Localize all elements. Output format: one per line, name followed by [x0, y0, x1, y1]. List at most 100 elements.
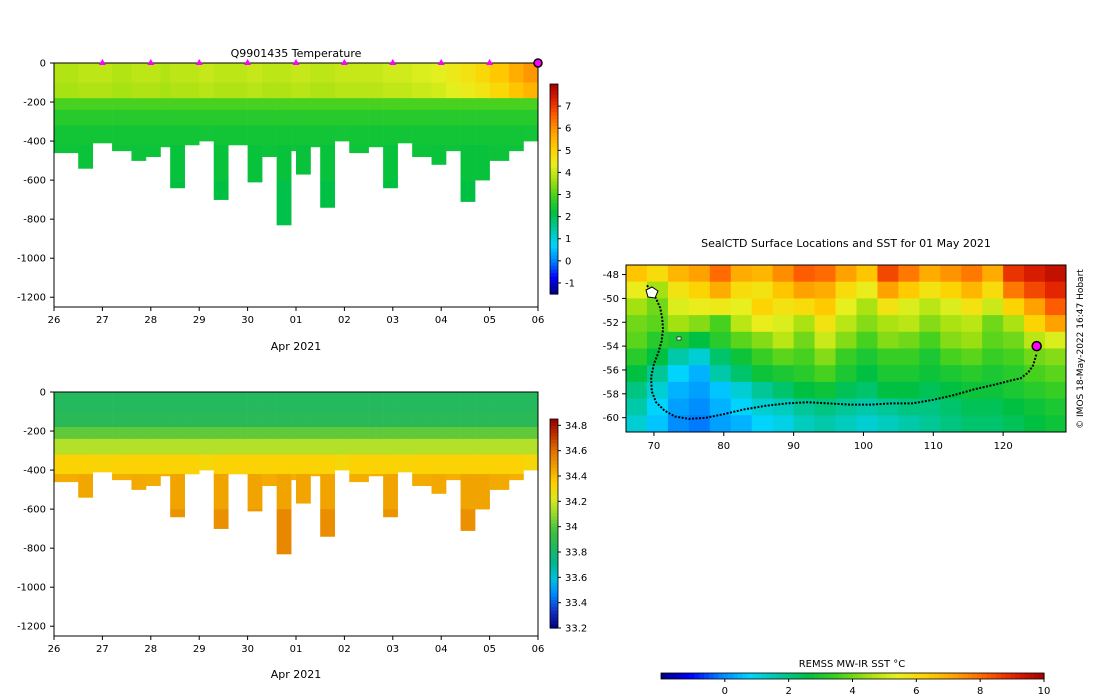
temperature-profile-cell — [523, 125, 539, 142]
salinity-profile-cell — [334, 411, 350, 428]
sst-colorbar-swatch — [862, 673, 868, 679]
salinity-profile-cell — [383, 411, 398, 428]
temperature-profile-cell — [184, 98, 200, 111]
temperature-profile-cell — [131, 63, 147, 83]
sst-cell — [793, 298, 816, 316]
temperature-profile-cell — [199, 125, 215, 142]
salinity-colorbar-swatch — [550, 526, 558, 532]
temperature-profile-cell — [383, 144, 398, 181]
salinity-profile-cell — [349, 473, 369, 483]
temperature-profile-cell — [397, 109, 413, 126]
sst-cell — [646, 265, 669, 283]
salinity-profile-cell — [276, 411, 292, 428]
salinity-profile-cell — [397, 454, 413, 473]
sst-cell — [814, 398, 837, 416]
sst-cell — [646, 381, 669, 400]
temperature-profile-cell — [54, 144, 79, 154]
sst-colorbar-swatch — [890, 673, 897, 679]
temperature-x-label: Apr 2021 — [271, 340, 322, 353]
sst-colorbar-swatch — [833, 673, 839, 679]
sst-cell — [793, 381, 816, 400]
salinity-colorbar-swatch — [550, 436, 558, 441]
temperature-colorbar-swatch — [550, 115, 558, 120]
salinity-profile-cell — [228, 411, 248, 428]
sst-cell — [835, 415, 857, 433]
sst-colorbar-swatch — [766, 673, 772, 679]
temperature-profile-cell — [184, 109, 200, 126]
sst-colorbar-swatch — [761, 673, 767, 679]
temperature-profile-cell — [160, 63, 171, 83]
salinity-profile-cell — [489, 411, 510, 428]
salinity-profile-cell — [262, 411, 277, 428]
sst-cell — [856, 281, 878, 299]
sst-cell — [856, 331, 878, 349]
temperature-profile-cell — [213, 144, 229, 181]
temperature-profile-cell — [383, 180, 398, 189]
sst-cell — [688, 381, 711, 400]
salinity-profile-cell — [475, 411, 490, 428]
salinity-colorbar-swatch — [550, 516, 558, 521]
temperature-profile-cell — [145, 82, 161, 99]
sst-colorbar-swatch — [967, 673, 973, 679]
salinity-profile-cell — [460, 392, 476, 412]
temperature-colorbar-tick-label: 6 — [565, 124, 571, 135]
temperature-colorbar-swatch — [550, 101, 558, 106]
sst-cell — [751, 265, 774, 283]
sst-cell — [709, 365, 732, 383]
salinity-profile-cell — [431, 454, 447, 475]
salinity-x-tick-label: 27 — [96, 644, 109, 655]
temperature-profile-cell — [112, 82, 132, 99]
sst-cell — [772, 415, 795, 433]
temperature-profile-cell — [92, 98, 113, 111]
sst-colorbar-swatch — [976, 673, 983, 679]
sst-cell — [751, 381, 774, 400]
sst-colorbar-swatch — [1010, 673, 1016, 679]
temperature-colorbar-swatch — [550, 178, 558, 183]
sst-cell — [1003, 315, 1025, 333]
salinity-profile-cell — [54, 411, 79, 428]
map-y-tick-label: -54 — [603, 342, 619, 353]
temperature-profile-cell — [508, 109, 524, 126]
salinity-profile-cell — [508, 392, 524, 412]
salinity-x-tick-label: 03 — [386, 644, 399, 655]
temperature-profile-cell — [460, 98, 476, 111]
salinity-colorbar-swatch — [550, 533, 558, 539]
salinity-profile-cell — [112, 454, 132, 475]
temperature-colorbar-swatch — [550, 196, 558, 201]
temperature-profile-cell — [160, 109, 171, 126]
salinity-profile-cell — [508, 473, 524, 481]
sst-cell — [919, 381, 941, 400]
map-y-tick-label: -60 — [603, 413, 619, 424]
sst-cell — [877, 365, 899, 383]
salinity-colorbar-tick-label: 34 — [565, 522, 578, 533]
sst-colorbar-swatch — [1034, 673, 1040, 679]
salinity-profile-cell — [460, 509, 476, 531]
temperature-profile-cell — [262, 109, 277, 126]
temperature-colorbar-swatch — [550, 126, 558, 131]
temperature-colorbar-swatch — [550, 280, 558, 285]
sst-colorbar-swatch — [747, 673, 753, 679]
temperature-profile-cell — [199, 98, 215, 111]
temperature-x-tick-label: 30 — [241, 315, 254, 326]
sst-cell — [667, 315, 690, 333]
temperature-colorbar-swatch — [550, 234, 558, 239]
salinity-profile-cell — [334, 392, 350, 412]
temperature-colorbar: -1 0 1 2 3 4 5 6 7 — [549, 83, 575, 295]
salinity-colorbar-swatch — [550, 432, 558, 438]
salinity-colorbar-swatch — [550, 502, 558, 507]
sst-cell — [709, 381, 732, 400]
map-plot-frame — [625, 264, 1067, 433]
sst-colorbar-swatch — [838, 673, 844, 679]
profile-marker — [340, 59, 348, 65]
salinity-profile-cell — [228, 454, 248, 475]
salinity-profile-cell — [262, 454, 277, 475]
sst-colorbar-swatch — [948, 673, 954, 679]
sst-cell — [709, 398, 732, 416]
temperature-profile-cell — [508, 144, 524, 152]
sst-cell — [940, 315, 962, 333]
salinity-colorbar-swatch — [550, 572, 558, 577]
salinity-colorbar-swatch — [550, 610, 558, 615]
temperature-profile-cell — [92, 63, 113, 83]
sst-cell — [772, 265, 795, 283]
sst-colorbar-swatch — [1039, 673, 1045, 679]
